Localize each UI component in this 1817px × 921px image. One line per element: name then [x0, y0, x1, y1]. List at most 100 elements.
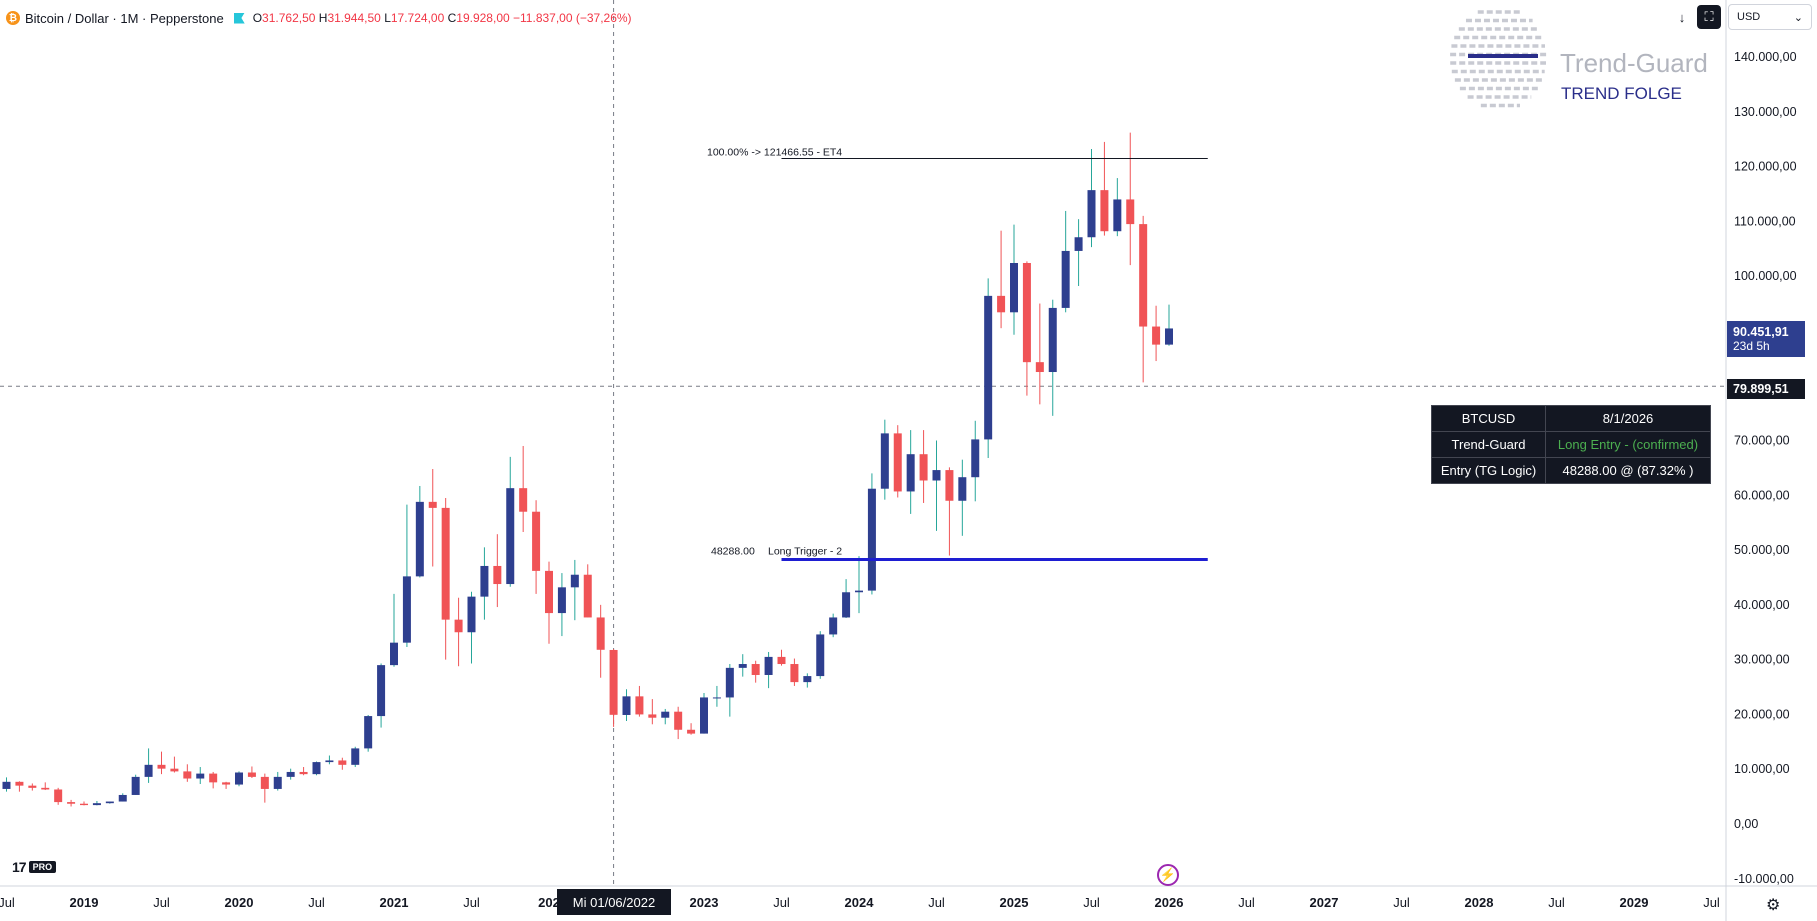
candle-body — [816, 634, 825, 677]
y-tick-label: 130.000,00 — [1734, 105, 1797, 119]
candle-body — [635, 696, 644, 715]
x-tick-label: Jul — [1238, 895, 1255, 910]
candle-body — [28, 785, 37, 788]
x-tick-label: Jul — [1548, 895, 1565, 910]
candle-body — [467, 596, 476, 633]
table-value: 48288.00 @ (87.32% ) — [1545, 457, 1711, 484]
candle-body — [351, 748, 360, 765]
candle-body — [1152, 326, 1161, 345]
candle-body — [222, 782, 231, 785]
candle-body — [1048, 307, 1057, 373]
candle-body — [906, 454, 915, 492]
candle-body — [286, 771, 295, 777]
table-key: BTCUSD — [1431, 405, 1546, 432]
candle-body — [92, 803, 101, 806]
countdown-value: 23d 5h — [1733, 339, 1770, 353]
candle-body — [299, 771, 308, 775]
candle-body — [842, 592, 851, 618]
candle-body — [506, 488, 515, 585]
candle-body — [1113, 199, 1122, 232]
y-tick-label: 60.000,00 — [1734, 488, 1790, 502]
tv-logo-mark: 17 — [12, 859, 27, 875]
candle-body — [700, 697, 708, 734]
currency-label: USD — [1737, 11, 1761, 23]
annotation-layer: 100.00% -> 121466.55 - ET4 48288.00 Long T… — [707, 147, 1208, 561]
tradingview-logo[interactable]: 17 PRO — [12, 859, 57, 875]
candle-body — [338, 760, 347, 765]
candle-body — [480, 565, 489, 597]
flag-icon[interactable] — [233, 12, 245, 24]
candle-body — [687, 729, 696, 734]
y-tick-label: 120.000,00 — [1734, 160, 1797, 174]
x-tick-label: Jul — [463, 895, 480, 910]
gear-icon[interactable]: ⚙ — [1766, 897, 1781, 914]
grid-layer — [0, 0, 1726, 886]
table-value: Long Entry - (confirmed) — [1545, 431, 1711, 458]
x-tick-label: 2026 — [1155, 895, 1184, 910]
x-tick-label: 2020 — [225, 895, 254, 910]
candle-body — [1100, 190, 1109, 232]
candle-body — [997, 295, 1006, 313]
candle-body — [570, 574, 579, 588]
logo-name: Trend-Guard — [1560, 48, 1708, 78]
candle-body — [829, 617, 838, 635]
candle-body — [764, 656, 773, 675]
x-tick-label: Jul — [1393, 895, 1410, 910]
y-tick-label: 20.000,00 — [1734, 707, 1790, 721]
trigger-price-label: 48288.00 — [711, 545, 755, 557]
y-tick-label: 10.000,00 — [1734, 762, 1790, 776]
candle-body — [738, 664, 747, 668]
candle-body — [41, 787, 50, 790]
candle-body — [493, 565, 502, 585]
candle-body — [1010, 262, 1018, 313]
candle-body — [247, 772, 256, 777]
y-tick-label: 30.000,00 — [1734, 653, 1790, 667]
candle-body — [532, 511, 541, 571]
candle-body — [170, 768, 179, 772]
candle-body — [661, 711, 670, 718]
candle-body — [583, 574, 592, 618]
candle-body — [390, 642, 398, 666]
y-tick-label: 50.000,00 — [1734, 543, 1790, 557]
ohlc-readout: O31.762,50 H31.944,50 L17.724,00 C19.928… — [252, 11, 632, 25]
down-arrow-icon[interactable]: ↓ — [1678, 9, 1686, 25]
x-tick-label: 202 — [538, 895, 560, 910]
x-tick-label: 2021 — [380, 895, 409, 910]
candle-body — [958, 477, 967, 501]
x-tick-label: 2023 — [690, 895, 719, 910]
trigger-label: Long Trigger - 2 — [768, 545, 842, 557]
candle-body — [377, 665, 386, 717]
candle-body — [183, 771, 192, 779]
candle-body — [273, 776, 282, 789]
candle-body — [235, 772, 243, 785]
et4-label: 100.00% -> 121466.55 - ET4 — [707, 147, 842, 159]
candle-body — [415, 501, 424, 577]
symbol-title: Bitcoin / Dollar · 1M · Pepperstone — [25, 10, 224, 26]
x-tick-label: Jul — [928, 895, 945, 910]
table-row: Trend-Guard Long Entry - (confirmed) — [1431, 431, 1711, 458]
lightning-icon[interactable]: ⚡ — [1157, 864, 1179, 886]
y-tick-label: -10.000,00 — [1734, 872, 1794, 886]
pro-badge: PRO — [28, 861, 57, 873]
candle-body — [364, 716, 373, 749]
change-value: −11.837,00 (−37,26%) — [513, 11, 632, 25]
candle-body — [118, 794, 127, 802]
table-row: Entry (TG Logic) 48288.00 @ (87.32% ) — [1431, 457, 1711, 484]
candle-body — [1035, 362, 1044, 373]
candle-body — [622, 696, 631, 715]
x-tick-label: Jul — [773, 895, 790, 910]
candle-body — [54, 789, 63, 803]
candle-body — [867, 488, 876, 591]
candle-body — [984, 295, 993, 440]
trend-guard-logo-icon — [1450, 10, 1547, 108]
candle-body — [880, 433, 889, 489]
candle-body — [454, 619, 463, 633]
candle-body — [648, 714, 657, 718]
fullscreen-icon[interactable]: ⛶ — [1697, 5, 1721, 29]
table-value: 8/1/2026 — [1545, 405, 1711, 432]
candle-body — [1165, 328, 1173, 345]
currency-select[interactable]: USD ⌄ — [1728, 4, 1812, 30]
x-tick-label: Jul — [0, 895, 15, 910]
